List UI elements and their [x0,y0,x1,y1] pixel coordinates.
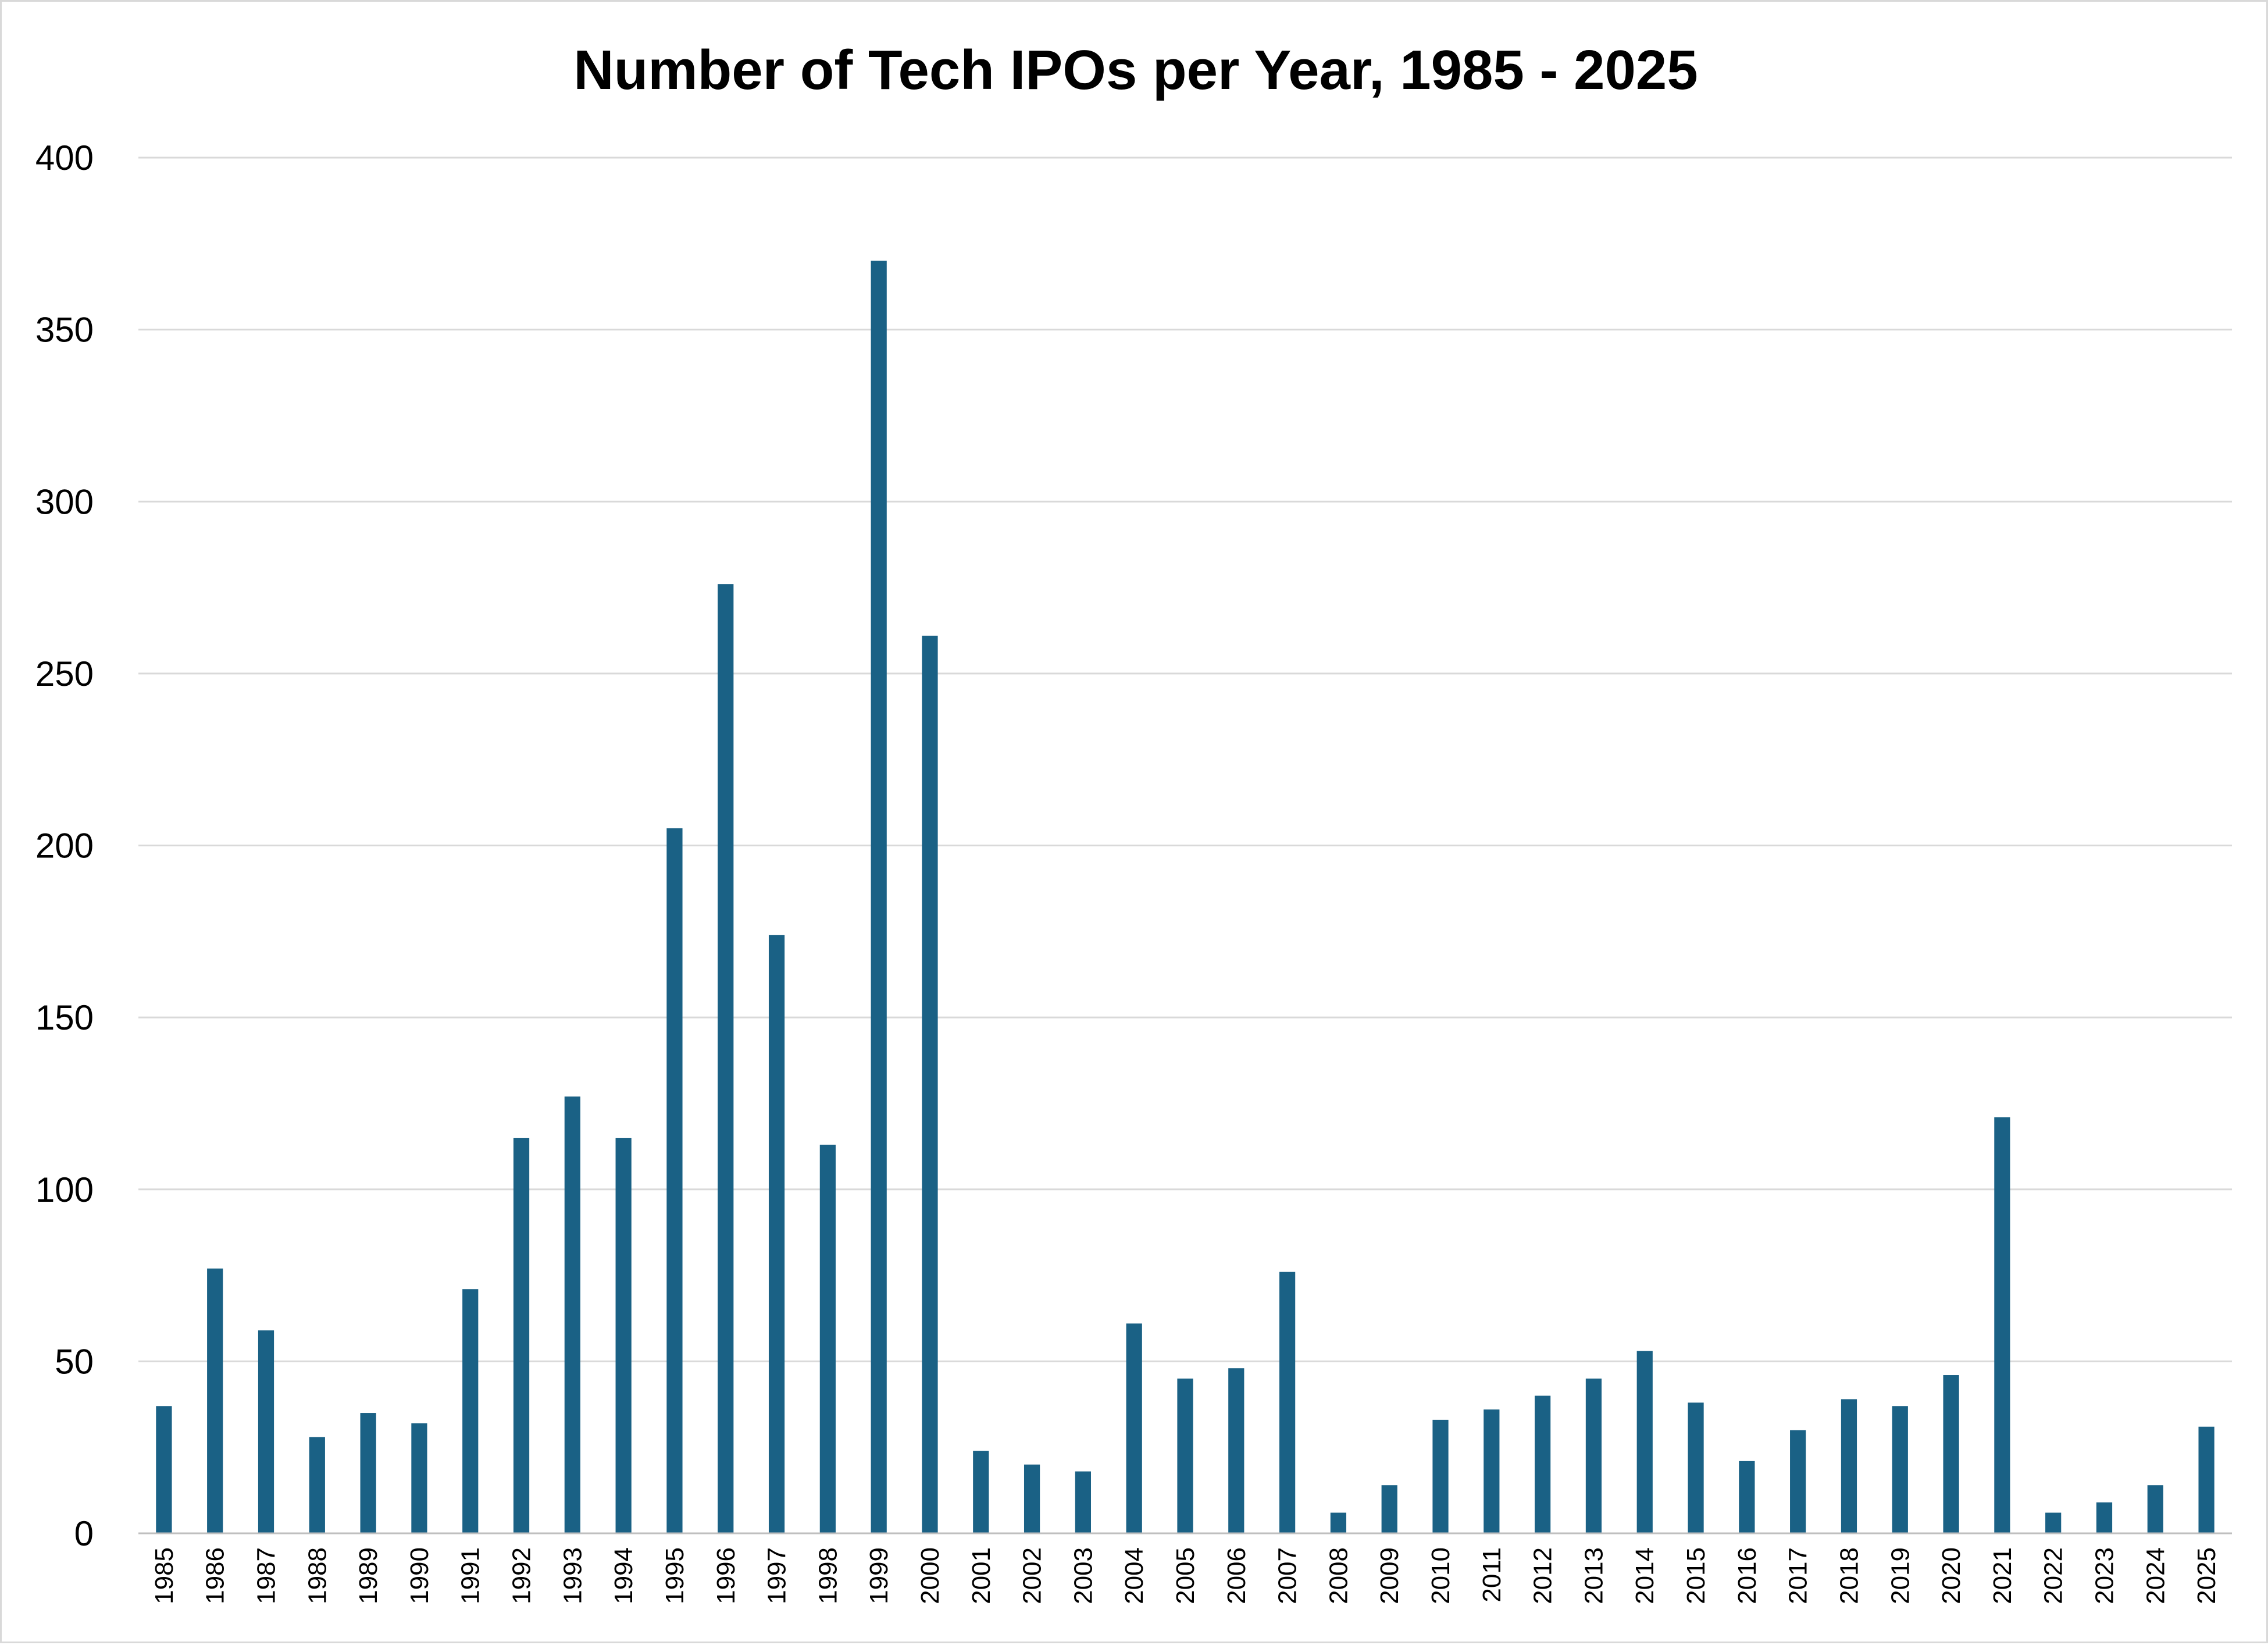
x-tick-label-1993: 1993 [558,1547,587,1604]
x-tick-label-2010: 2010 [1427,1547,1455,1604]
x-tick-label-2020: 2020 [1937,1547,1966,1604]
x-tick-label-1995: 1995 [661,1547,689,1604]
x-tick-label-1988: 1988 [303,1547,331,1604]
bar-1988 [309,1437,325,1533]
bar-2000 [922,635,938,1533]
bar-1996 [718,584,734,1533]
y-axis-tick-labels: 0 50 100 150 200 250 300 350 400 [35,138,94,1553]
bar-2023 [2096,1502,2113,1533]
bar-2002 [1024,1464,1040,1533]
bar-2008 [1330,1512,1347,1533]
bar-2010 [1432,1419,1449,1533]
bar-1994 [615,1138,632,1533]
bar-2016 [1739,1461,1755,1533]
y-tick-label: 400 [35,138,94,177]
bar-2014 [1636,1351,1653,1533]
x-tick-label-1999: 1999 [865,1547,893,1604]
x-tick-label-1996: 1996 [712,1547,740,1604]
x-tick-label-2005: 2005 [1171,1547,1200,1604]
bar-1992 [513,1138,530,1533]
x-tick-label-2014: 2014 [1631,1547,1659,1604]
bar-2019 [1892,1406,1908,1533]
gridlines [138,156,2232,1362]
bar-2020 [1943,1375,1959,1533]
chart-title: Number of Tech IPOs per Year, 1985 - 202… [573,39,1698,101]
x-tick-label-2023: 2023 [2090,1547,2119,1604]
x-tick-label-1986: 1986 [201,1547,230,1604]
bar-2013 [1585,1378,1602,1533]
bar-2006 [1228,1368,1244,1533]
bar-2018 [1841,1399,1857,1533]
bar-1985 [156,1406,172,1533]
x-tick-label-2015: 2015 [1682,1547,1710,1604]
x-tick-label-2013: 2013 [1579,1547,1608,1604]
x-tick-label-2016: 2016 [1733,1547,1761,1604]
x-tick-label-2000: 2000 [916,1547,944,1604]
y-tick-label: 200 [35,827,94,866]
x-tick-label-2007: 2007 [1274,1547,1302,1604]
x-tick-label-1992: 1992 [508,1547,536,1604]
bar-2009 [1381,1485,1397,1533]
x-tick-label-1997: 1997 [763,1547,791,1604]
x-tick-label-2009: 2009 [1375,1547,1404,1604]
x-axis-tick-labels: 1985 1986 1987 1988 1989 1990 1991 1992 1993 1994… [150,1547,2221,1604]
bar-1986 [207,1268,223,1533]
bar-2005 [1177,1378,1193,1533]
bar-2024 [2147,1485,2163,1533]
y-tick-label: 150 [35,998,94,1037]
bars [156,261,2214,1533]
x-tick-label-2017: 2017 [1784,1547,1813,1604]
bar-1995 [666,828,683,1533]
bar-1997 [768,935,785,1533]
x-tick-label-2001: 2001 [967,1547,996,1604]
x-tick-label-1990: 1990 [405,1547,434,1604]
bar-2022 [2045,1512,2062,1533]
bar-2011 [1484,1409,1500,1533]
x-tick-label-1985: 1985 [150,1547,179,1604]
x-tick-label-2019: 2019 [1886,1547,1914,1604]
y-tick-label: 50 [55,1342,94,1381]
x-tick-label-1989: 1989 [354,1547,383,1604]
bar-1989 [360,1413,376,1533]
bar-1991 [462,1289,479,1533]
x-tick-label-2002: 2002 [1018,1547,1047,1604]
x-tick-label-2021: 2021 [1988,1547,2017,1604]
bar-2001 [973,1451,989,1533]
bar-2012 [1535,1395,1551,1533]
y-tick-label: 300 [35,482,94,521]
bar-2015 [1688,1402,1704,1533]
x-tick-label-2008: 2008 [1324,1547,1353,1604]
x-tick-label-2022: 2022 [2039,1547,2068,1604]
y-tick-label: 100 [35,1170,94,1209]
x-tick-label-2011: 2011 [1478,1547,1506,1603]
y-tick-label: 250 [35,654,94,693]
bar-2025 [2198,1426,2214,1533]
bar-1999 [871,261,887,1533]
bar-1993 [564,1096,580,1533]
x-tick-label-2024: 2024 [2141,1547,2170,1604]
x-tick-label-2004: 2004 [1120,1547,1149,1604]
x-tick-label-1991: 1991 [457,1547,485,1604]
x-tick-label-1994: 1994 [609,1547,638,1604]
bar-2007 [1279,1272,1296,1533]
bar-1990 [411,1423,427,1533]
bar-2017 [1790,1430,1806,1533]
y-tick-label: 0 [74,1514,94,1553]
x-tick-label-2006: 2006 [1222,1547,1251,1604]
x-tick-label-2025: 2025 [2192,1547,2221,1604]
bar-1987 [258,1330,274,1533]
x-tick-label-2003: 2003 [1069,1547,1097,1604]
y-tick-label: 350 [35,311,94,350]
bar-2004 [1126,1323,1142,1533]
x-tick-label-2018: 2018 [1835,1547,1863,1604]
x-tick-label-2012: 2012 [1529,1547,1557,1604]
x-tick-label-1987: 1987 [252,1547,281,1604]
bar-1998 [819,1144,836,1533]
bar-2021 [1994,1117,2010,1533]
x-tick-label-1998: 1998 [814,1547,842,1604]
bar-2003 [1075,1471,1091,1533]
